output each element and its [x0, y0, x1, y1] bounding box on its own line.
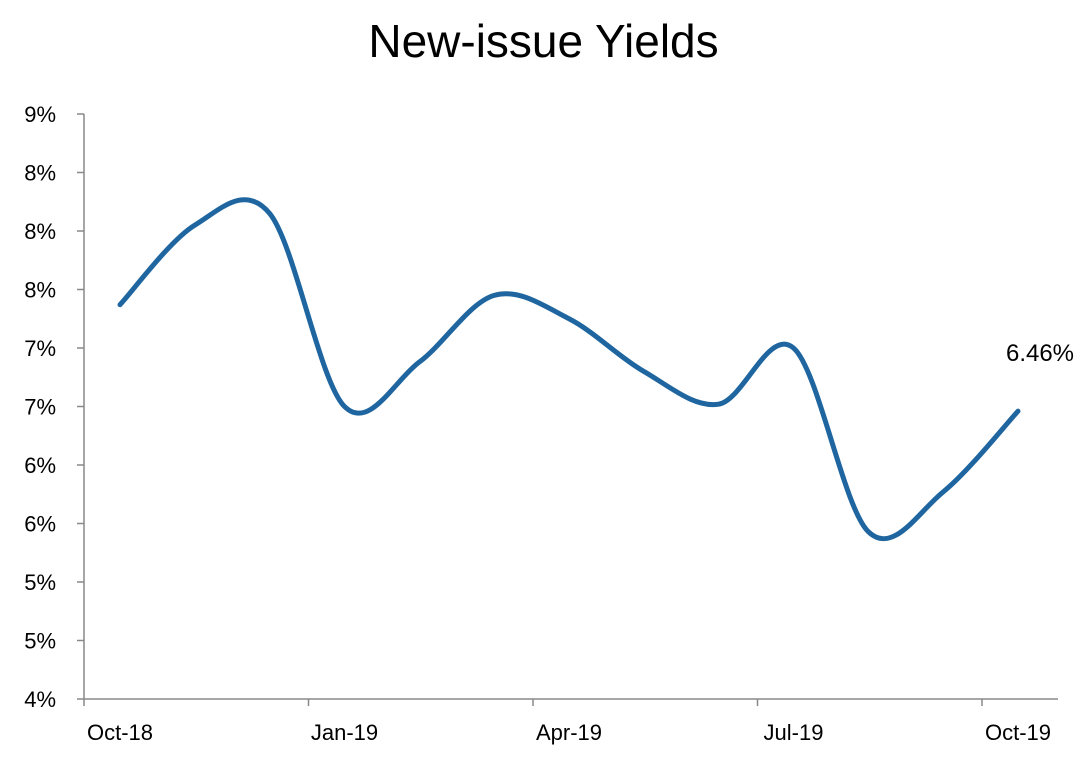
y-tick-label: 5%	[24, 629, 56, 654]
y-tick-label: 8%	[24, 219, 56, 244]
y-tick-label: 6%	[24, 512, 56, 537]
y-tick-label: 7%	[24, 336, 56, 361]
series-line	[117, 197, 1021, 542]
x-tick-label: Jan-19	[311, 720, 378, 745]
x-tick-label: Oct-19	[985, 720, 1051, 745]
x-tick-label: Oct-18	[87, 720, 153, 745]
x-tick-label: Jul-19	[764, 720, 824, 745]
chart-title: New-issue Yields	[368, 15, 719, 67]
data-label: 6.46%	[1006, 340, 1074, 367]
y-tick-label: 4%	[24, 687, 56, 712]
y-tick-label: 6%	[24, 453, 56, 478]
y-tick-label: 8%	[24, 278, 56, 303]
y-tick-label: 9%	[24, 102, 56, 127]
y-tick-label: 7%	[24, 395, 56, 420]
y-tick-label: 8%	[24, 161, 56, 186]
y-tick-label: 5%	[24, 570, 56, 595]
x-tick-label: Apr-19	[536, 720, 602, 745]
